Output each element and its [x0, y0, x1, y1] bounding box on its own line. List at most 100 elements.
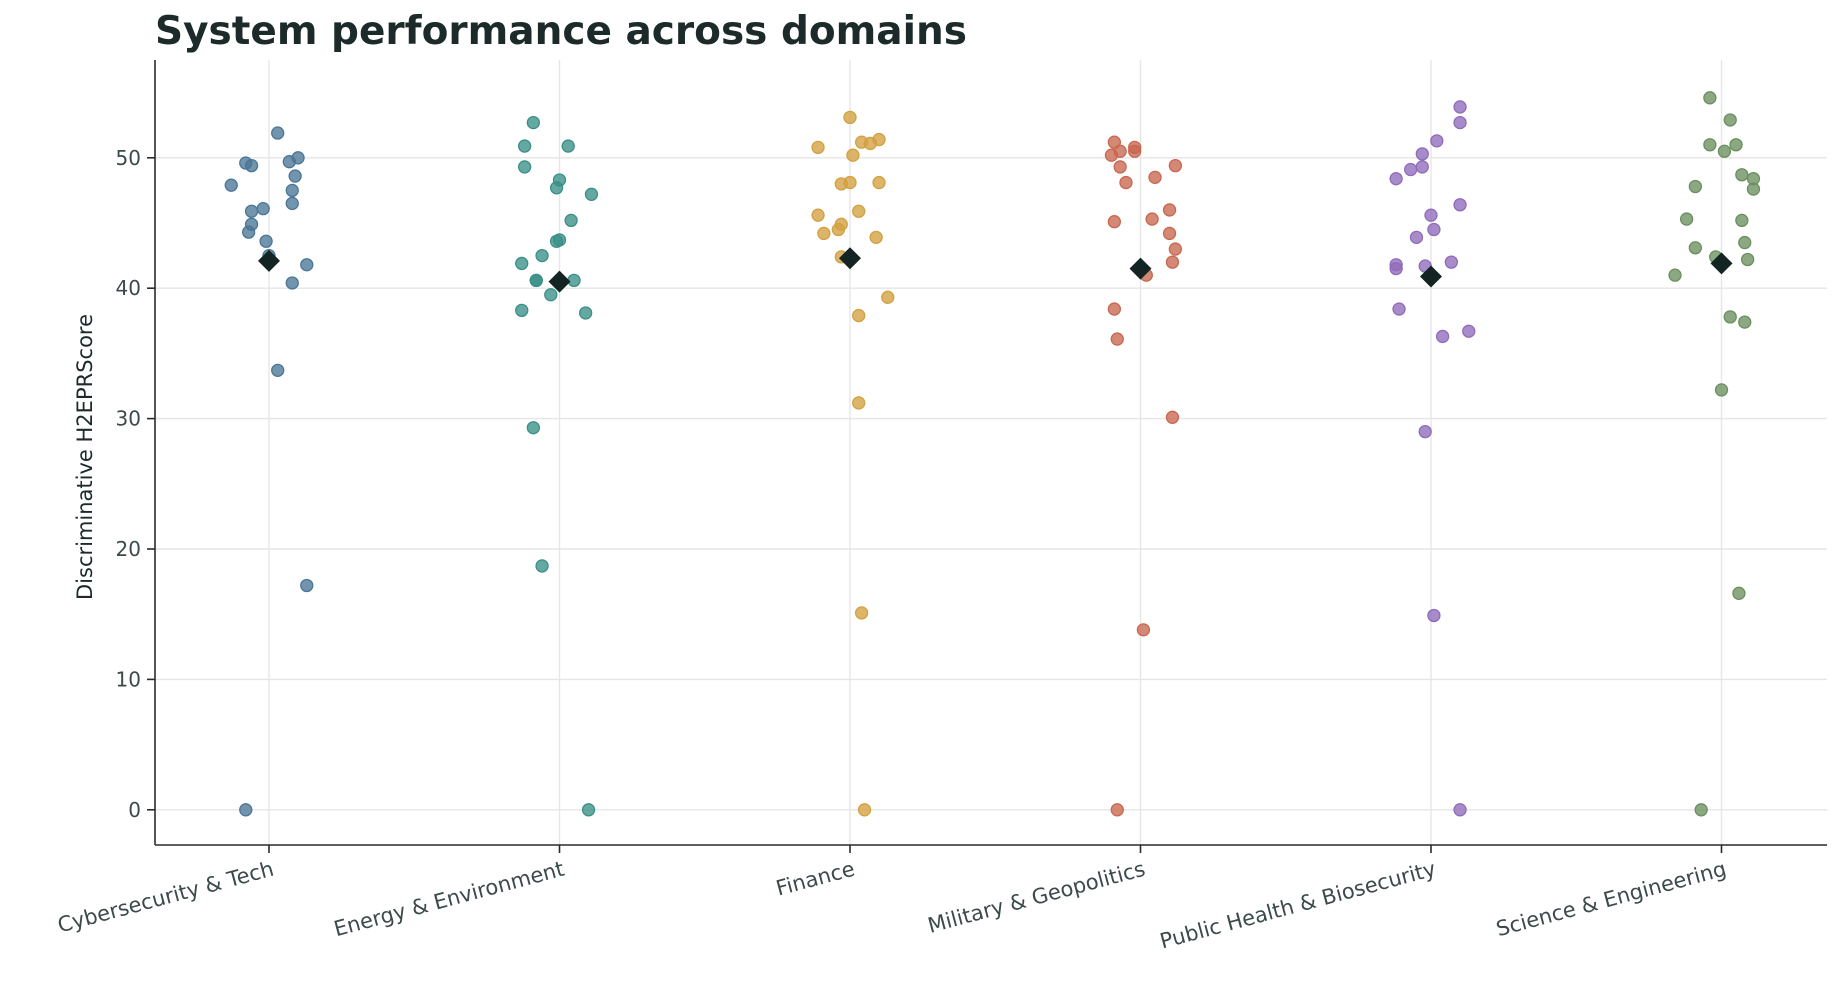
data-point: [285, 183, 299, 198]
data-point: [526, 115, 541, 130]
data-point: [1694, 803, 1708, 817]
data-point: [288, 169, 302, 183]
data-point: [872, 175, 886, 190]
data-point: [1119, 175, 1133, 190]
data-point: [1113, 160, 1127, 174]
y-tick-label: 30: [116, 407, 141, 431]
data-point: [881, 290, 895, 304]
data-point: [1703, 138, 1717, 152]
data-point: [1462, 324, 1476, 338]
mean-marker: [839, 247, 861, 270]
grid-layer: [155, 60, 1827, 845]
data-point: [1392, 302, 1406, 316]
x-tick-label: Energy & Environment: [331, 857, 566, 942]
data-point: [515, 303, 529, 318]
data-point: [1435, 329, 1450, 344]
data-point: [549, 181, 564, 195]
data-point: [834, 177, 848, 191]
chart-title: System performance across domains: [155, 9, 967, 54]
data-point: [242, 225, 256, 239]
mean-marker: [1420, 265, 1442, 288]
data-point: [271, 363, 285, 377]
data-point: [564, 213, 578, 228]
data-point: [584, 187, 599, 201]
mean-marker: [1129, 257, 1152, 280]
data-point: [285, 276, 299, 290]
data-point: [817, 226, 831, 241]
data-point: [852, 308, 866, 323]
data-point: [1404, 162, 1418, 177]
data-point: [1735, 168, 1749, 182]
data-point: [852, 396, 866, 410]
data-point: [1415, 160, 1429, 174]
data-point: [549, 234, 564, 248]
data-point: [1729, 138, 1743, 152]
data-point: [544, 288, 558, 302]
data-point: [1148, 170, 1162, 185]
data-point: [526, 421, 541, 435]
data-point: [1738, 235, 1752, 250]
data-point: [811, 208, 825, 222]
data-point: [529, 273, 543, 288]
data-point: [1732, 586, 1746, 600]
data-point: [535, 559, 549, 573]
data-point: [271, 126, 285, 140]
data-point: [244, 204, 259, 218]
data-point: [515, 256, 529, 271]
data-point: [1688, 241, 1703, 255]
data-point: [1723, 113, 1737, 127]
data-point: [863, 136, 877, 151]
data-point: [1714, 383, 1729, 397]
data-point: [1389, 172, 1403, 186]
x-tick-label: Public Health & Biosecurity: [1157, 857, 1438, 954]
data-point: [581, 803, 596, 817]
data-point: [300, 578, 314, 593]
data-point: [244, 158, 259, 173]
data-point: [1162, 203, 1177, 217]
data-point: [1145, 212, 1159, 226]
data-point: [256, 202, 270, 216]
y-tick-label: 10: [116, 667, 141, 691]
data-point: [300, 258, 314, 272]
mean-marker: [548, 270, 571, 293]
mean-marker: [258, 249, 280, 272]
data-point: [1104, 148, 1119, 162]
data-point: [843, 110, 857, 125]
data-point: [1107, 302, 1122, 316]
y-tick-label: 0: [128, 798, 141, 822]
data-point: [1110, 803, 1124, 817]
data-point: [517, 139, 532, 153]
mean-marker: [1710, 252, 1733, 275]
data-point: [1389, 261, 1403, 276]
data-point: [846, 148, 860, 162]
data-point: [1168, 242, 1183, 256]
points-layer: [224, 91, 1761, 817]
data-point: [1453, 803, 1467, 817]
data-point: [1735, 213, 1749, 228]
data-point: [224, 178, 238, 192]
data-point: [1128, 144, 1142, 158]
data-point: [857, 803, 872, 817]
y-tick-label: 20: [116, 537, 141, 561]
data-point: [1703, 91, 1717, 105]
data-point: [831, 222, 846, 237]
data-point: [1165, 410, 1180, 424]
data-point: [869, 230, 883, 244]
data-point: [1165, 255, 1180, 269]
data-point: [1430, 134, 1444, 148]
data-point: [1136, 623, 1151, 637]
data-point: [1453, 115, 1467, 130]
data-point: [239, 803, 253, 817]
x-tick-label: Cybersecurity & Tech: [55, 857, 276, 938]
data-point: [1668, 268, 1682, 282]
data-point: [1427, 608, 1441, 623]
data-point: [1415, 147, 1429, 161]
data-point: [1740, 252, 1755, 267]
data-point: [285, 196, 299, 211]
data-point: [517, 160, 532, 174]
data-point: [1110, 332, 1124, 346]
data-point: [1424, 208, 1438, 222]
data-point: [1427, 222, 1441, 237]
data-point: [1717, 144, 1732, 158]
